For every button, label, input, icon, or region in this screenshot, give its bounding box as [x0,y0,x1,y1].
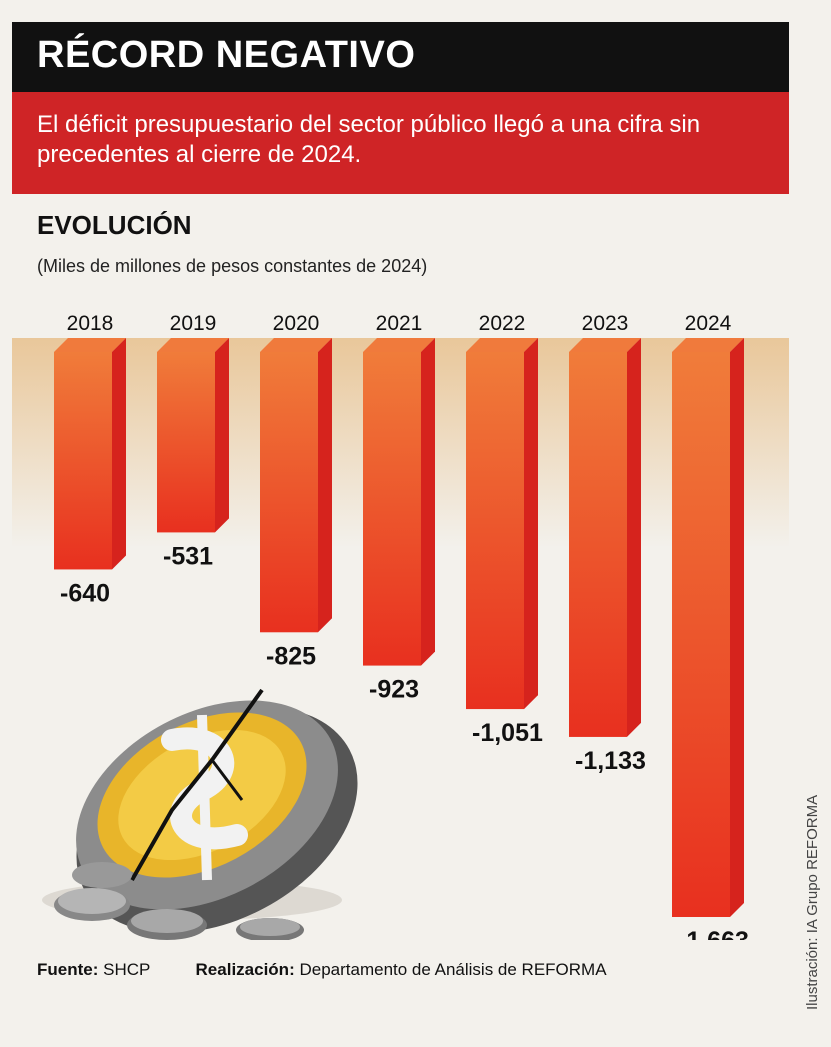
chart-title: RÉCORD NEGATIVO [37,34,416,76]
year-label-2019: 2019 [170,312,217,335]
bar-side-2018 [112,338,126,570]
illustration-credit: Ilustración: IA Grupo REFORMA [804,794,821,1010]
bar-top-2024 [672,338,744,352]
title-bar: RÉCORD NEGATIVO [12,22,789,92]
bar-front-2021 [363,352,421,666]
bar-2024 [672,338,744,917]
bar-2022 [466,338,538,710]
year-label-2020: 2020 [273,312,320,335]
bar-top-2020 [260,338,332,352]
bar-side-2019 [215,338,229,533]
bar-top-2022 [466,338,538,352]
bar-front-2020 [260,352,318,633]
credit-value: Departamento de Análisis de REFORMA [299,960,607,979]
bar-side-2023 [627,338,641,737]
value-label-2022: -1,051 [472,719,543,747]
year-label-2024: 2024 [685,312,732,335]
value-label-2023: -1,133 [575,747,646,775]
bar-front-2018 [54,352,112,570]
chart-subtitle: El déficit presupuestario del sector púb… [37,111,701,168]
year-label-2022: 2022 [479,312,526,335]
bar-front-2022 [466,352,524,710]
subtitle-bar: El déficit presupuestario del sector púb… [12,92,789,194]
bar-front-2019 [157,352,215,533]
bar-front-2024 [672,352,730,917]
value-label-2020: -825 [266,642,316,670]
bar-top-2018 [54,338,126,352]
bar-side-2020 [318,338,332,633]
bar-side-2021 [421,338,435,666]
bar-side-2022 [524,338,538,710]
bar-chart: 2018 -640 2019 -531 2020 -825 2021 -923 2022 -1,0… [12,312,789,940]
bar-2018 [54,338,126,570]
bar-front-2023 [569,352,627,737]
year-label-2018: 2018 [67,312,114,335]
bar-2023 [569,338,641,737]
bar-side-2024 [730,338,744,917]
coin-illustration [42,688,358,940]
year-label-2023: 2023 [582,312,629,335]
section-title: EVOLUCIÓN [37,210,192,240]
bar-top-2021 [363,338,435,352]
bar-top-2023 [569,338,641,352]
value-label-2018: -640 [60,579,110,607]
bar-2021 [363,338,435,666]
chart-footer: Fuente: SHCP Realización: Departamento d… [37,960,607,980]
value-label-2021: -923 [369,676,419,704]
source-value: SHCP [103,960,151,979]
units-note: (Miles de millones de pesos constantes d… [37,256,428,276]
year-label-2021: 2021 [376,312,423,335]
value-label-2019: -531 [163,542,213,570]
bar-2020 [260,338,332,633]
credit-label: Realización: [195,960,295,979]
bar-2019 [157,338,229,533]
bar-top-2019 [157,338,229,352]
source-label: Fuente: [37,960,99,979]
value-label-2024: -1,663 [678,927,749,940]
bars-group: 2018 -640 2019 -531 2020 -825 2021 -923 2022 -1,0… [54,312,749,940]
